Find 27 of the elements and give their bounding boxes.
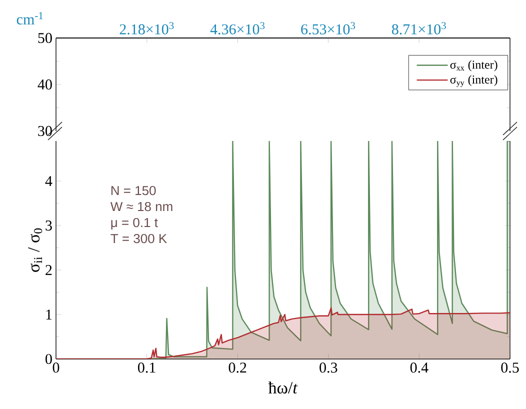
- legend-label: σ$_{yy}$ (inter): [450, 75, 498, 87]
- x-tick-label: 0.1: [138, 362, 156, 373]
- annotation: T = 300 K: [110, 234, 167, 244]
- y-tick-label: 2: [46, 265, 52, 275]
- annotation: N = 150: [111, 186, 156, 196]
- y-tick-label: 4: [45, 176, 52, 186]
- y-axis-title: σ$_{ii}$ / σ$_{0}$: [28, 228, 42, 272]
- y-tick-label: 0: [46, 354, 52, 364]
- legend-label: σ$_{xx}$ (inter): [450, 60, 498, 72]
- x2-tick-label: 6.53×10$^{3}$: [301, 22, 356, 34]
- annotation: W ≈ 18 nm: [110, 202, 172, 212]
- x2-axis-title: cm$^{-1}$: [16, 12, 43, 24]
- x-axis-title: ħω/t: [268, 382, 298, 394]
- x-tick-label: 0.4: [410, 362, 428, 373]
- y-tick-label: 1: [46, 310, 52, 320]
- y-tick-label: 30: [38, 126, 52, 136]
- x2-tick-label: 4.36×10$^{3}$: [210, 22, 265, 34]
- x-tick-label: 0.5: [501, 362, 519, 373]
- x2-tick-label: 2.18×10$^{3}$: [120, 22, 174, 34]
- x-tick-label: 0: [52, 362, 60, 373]
- y-tick-label: 40: [38, 79, 52, 90]
- y-tick-label: 3: [46, 220, 52, 231]
- x2-tick-label: 8.71×10$^{3}$: [392, 22, 446, 34]
- annotation: μ = 0.1 t: [111, 218, 158, 230]
- x-tick-label: 0.3: [320, 362, 338, 373]
- x-tick-label: 0.2: [228, 362, 246, 373]
- y-tick-label: 50: [38, 32, 52, 44]
